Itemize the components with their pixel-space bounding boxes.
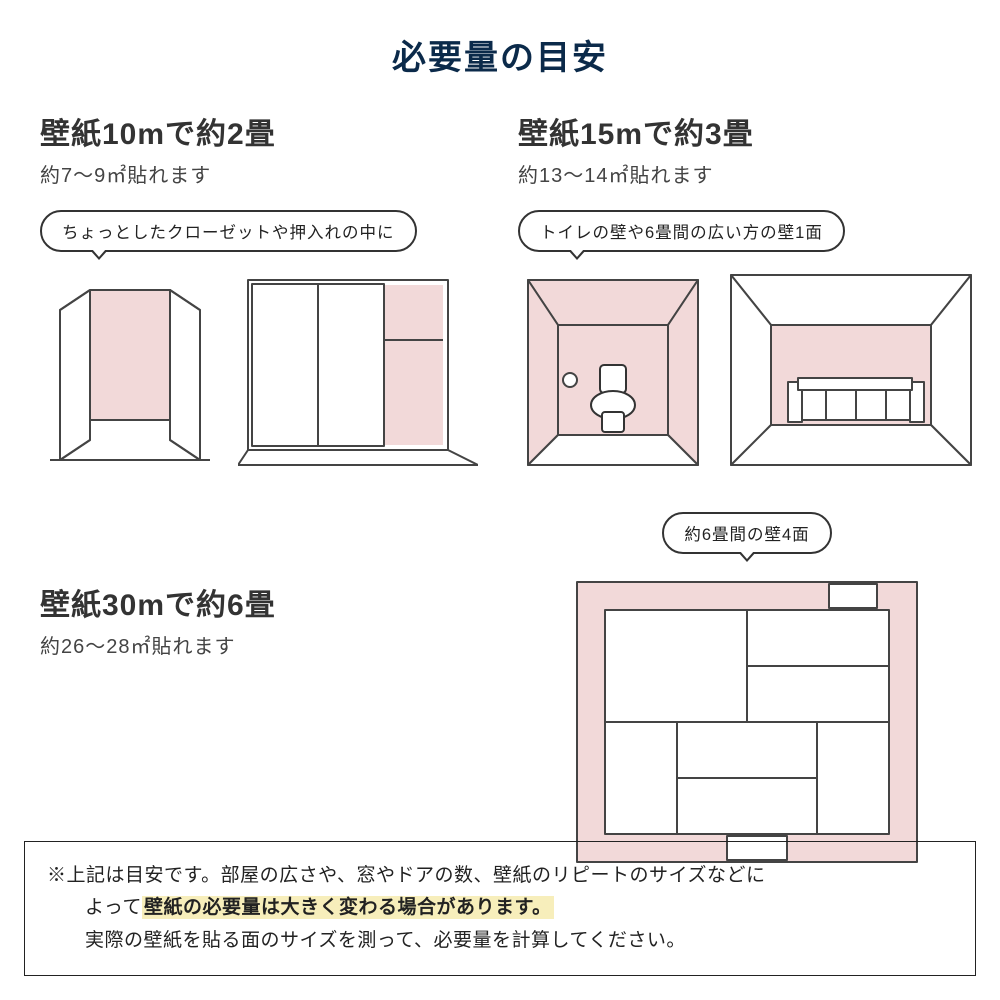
note-line-1: ※上記は目安です。部屋の広さや、窓やドアの数、壁紙のリピートのサイズなどに <box>47 860 953 892</box>
section-floorplan: 約6畳間の壁4面 <box>518 490 976 877</box>
section-10m: 壁紙10mで約2畳 約7～9㎡貼れます ちょっとしたクローゼットや押入れの中に <box>40 109 478 470</box>
bubble-10m: ちょっとしたクローゼットや押入れの中に <box>40 210 417 252</box>
content-grid: 壁紙10mで約2畳 約7～9㎡貼れます ちょっとしたクローゼットや押入れの中に <box>0 79 1000 877</box>
closet-icon <box>40 270 220 470</box>
heading-30m: 壁紙30mで約6畳 <box>40 580 478 624</box>
bubble-15m: トイレの壁や6畳間の広い方の壁1面 <box>518 210 845 252</box>
section-15m: 壁紙15mで約3畳 約13～14㎡貼れます トイレの壁や6畳間の広い方の壁1面 <box>518 109 976 470</box>
page-title: 必要量の目安 <box>0 0 1000 79</box>
sliding-closet-icon <box>238 270 478 470</box>
heading-15m: 壁紙15mで約3畳 <box>518 109 976 153</box>
heading-10m: 壁紙10mで約2畳 <box>40 109 478 153</box>
note-line-2: よって壁紙の必要量は大きく変わる場合があります。 <box>47 892 953 924</box>
illus-15m <box>518 270 976 470</box>
note-highlight: 壁紙の必要量は大きく変わる場合があります。 <box>142 896 554 919</box>
note-line-3: 実際の壁紙を貼る面のサイズを測って、必要量を計算してください。 <box>47 925 953 957</box>
room-one-wall-icon <box>726 270 976 470</box>
bubble-30m: 約6畳間の壁4面 <box>662 512 831 554</box>
note-line-2-pre: よって <box>85 897 142 918</box>
sub-10m: 約7～9㎡貼れます <box>40 159 478 188</box>
sub-30m: 約26～28㎡貼れます <box>40 630 478 659</box>
floorplan-icon <box>567 572 927 872</box>
sub-15m: 約13～14㎡貼れます <box>518 159 976 188</box>
toilet-room-icon <box>518 270 708 470</box>
illus-10m <box>40 270 478 470</box>
section-30m: 壁紙30mで約6畳 約26～28㎡貼れます <box>40 480 478 877</box>
note-box: ※上記は目安です。部屋の広さや、窓やドアの数、壁紙のリピートのサイズなどに よっ… <box>24 841 976 976</box>
